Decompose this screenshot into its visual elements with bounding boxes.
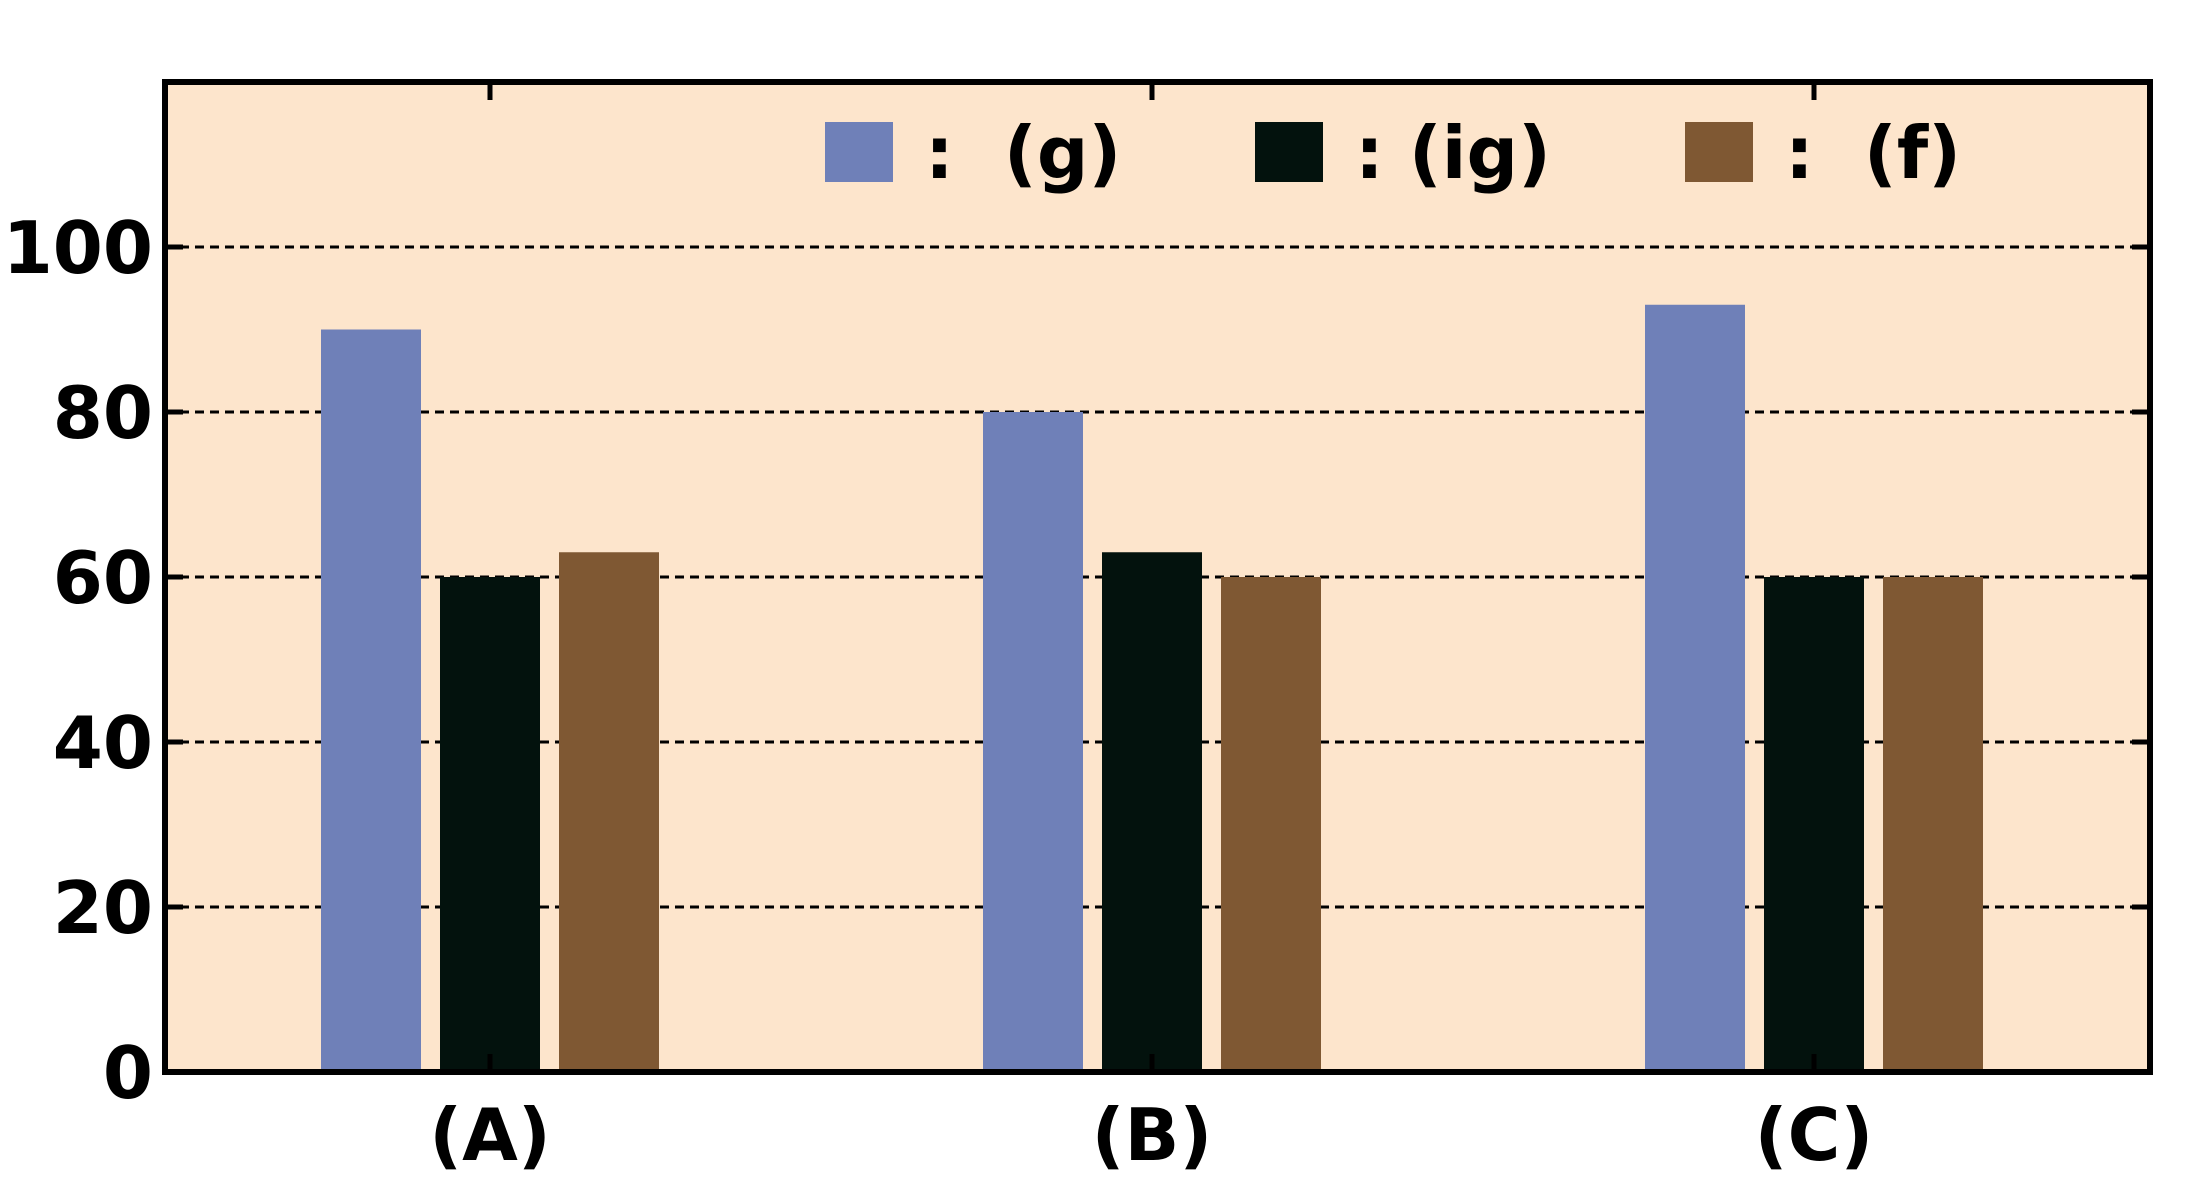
y-axis-tick-labels: 0 20 40 60 80 100 [3, 206, 153, 1115]
bar [983, 412, 1083, 1072]
x-category-label: (A) [429, 1093, 551, 1177]
legend-swatch [1685, 122, 1753, 182]
legend-swatch [825, 122, 893, 182]
bar [440, 577, 540, 1072]
axis-ticks [165, 82, 2150, 1075]
y-tick-label: 80 [53, 371, 153, 455]
x-category-label: (B) [1092, 1093, 1213, 1177]
legend-label: : (f) [1785, 111, 1961, 195]
bar [1221, 577, 1321, 1072]
y-tick-label: 60 [53, 536, 153, 620]
y-tick-label: 100 [3, 206, 153, 290]
y-tick-label: 20 [53, 866, 153, 950]
bar [1645, 304, 1745, 1072]
y-tick-label: 40 [53, 701, 153, 785]
bar [321, 329, 421, 1072]
legend-label: : (g) [925, 111, 1121, 195]
y-tick-label: 0 [103, 1031, 153, 1115]
legend-label: : (ig) [1355, 111, 1551, 195]
bars [321, 304, 1983, 1072]
legend: : (g) : (ig) : (f) [825, 111, 1961, 195]
bar [1764, 577, 1864, 1072]
bar [1102, 552, 1202, 1072]
legend-swatch [1255, 122, 1323, 182]
x-axis-category-labels: (A) (B) (C) [429, 1093, 1873, 1177]
bar [559, 552, 659, 1072]
x-category-label: (C) [1755, 1093, 1874, 1177]
bar [1883, 577, 1983, 1072]
